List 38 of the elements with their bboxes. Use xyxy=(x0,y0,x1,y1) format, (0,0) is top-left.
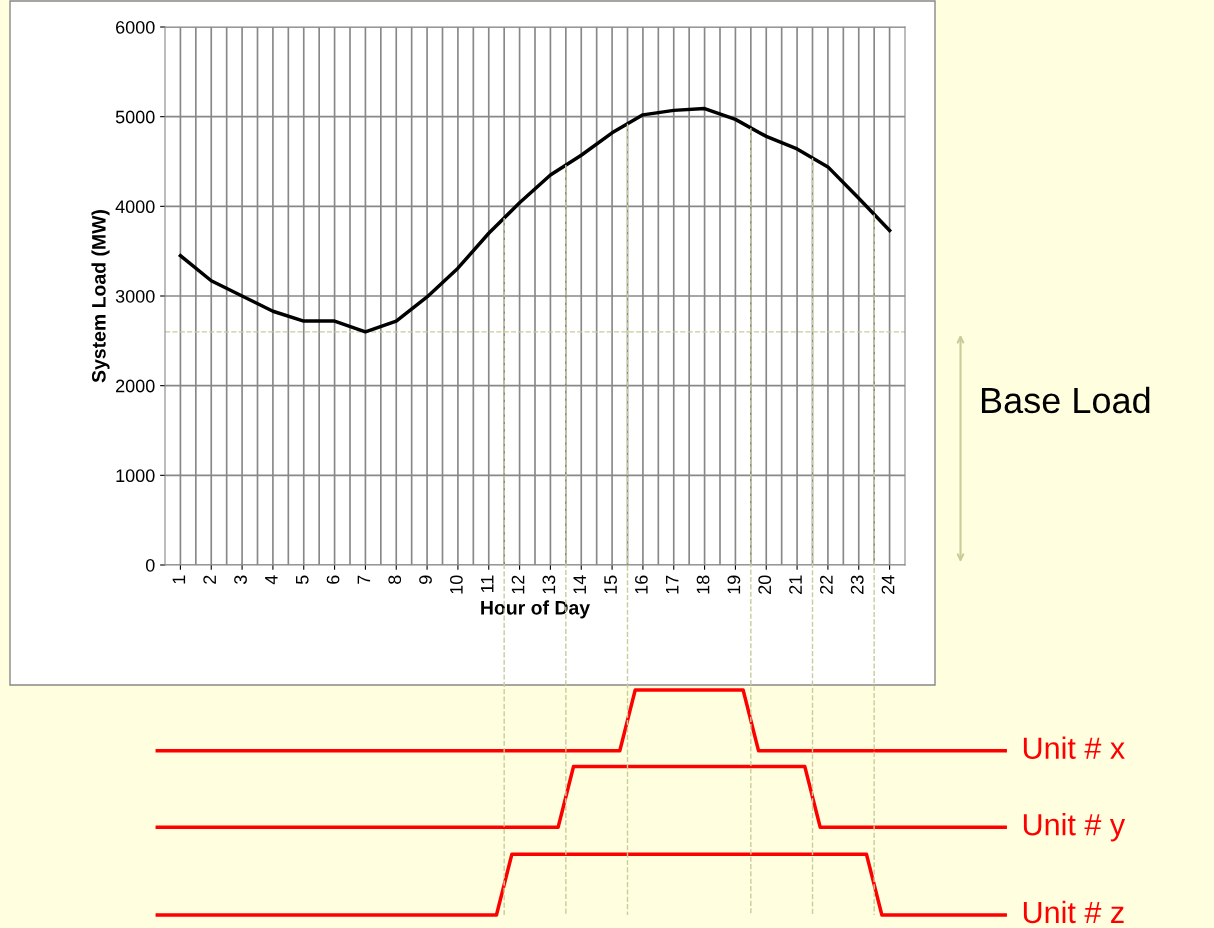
x-tick-label: 20 xyxy=(758,575,772,594)
x-tick-label: 2 xyxy=(203,575,216,584)
x-tick-label: 13 xyxy=(542,575,556,594)
x-tick-label: 24 xyxy=(881,575,895,594)
x-tick-label: 18 xyxy=(696,575,710,594)
x-tick-label: 17 xyxy=(666,575,679,594)
series-label: Unit # z xyxy=(1023,900,1124,924)
x-tick-label: 5 xyxy=(296,575,309,585)
x-axis-title: Hour of Day xyxy=(481,600,590,619)
x-tick-label: 6 xyxy=(326,575,340,584)
x-tick-label: 3 xyxy=(234,575,247,585)
x-tick-label: 16 xyxy=(634,575,648,594)
y-axis-title: System Load (MW) xyxy=(91,210,110,383)
x-tick-label: 15 xyxy=(604,575,617,594)
x-tick-label: 22 xyxy=(819,575,833,594)
line-series xyxy=(178,106,892,334)
y-tick-label: 0 xyxy=(145,558,155,572)
ref-line-label: Base Load xyxy=(981,386,1150,414)
x-tick-label: 23 xyxy=(850,575,864,594)
x-tick-label: 7 xyxy=(357,575,371,584)
y-tick-label: 2000 xyxy=(116,379,155,393)
x-tick-label: 4 xyxy=(265,575,278,585)
y-tick-label: 4000 xyxy=(115,200,155,214)
x-tick-label: 11 xyxy=(481,575,494,593)
x-tick-label: 9 xyxy=(419,575,432,584)
x-tick-label: 14 xyxy=(573,575,586,594)
x-tick-label: 21 xyxy=(789,575,802,594)
x-tick-label: 1 xyxy=(172,575,186,584)
x-tick-label: 8 xyxy=(388,575,402,584)
y-tick-label: 5000 xyxy=(115,110,155,124)
y-tick-label: 6000 xyxy=(116,20,155,34)
x-tick-label: 12 xyxy=(511,575,525,594)
series-label: Unit # x xyxy=(1023,736,1125,759)
y-tick-label: 3000 xyxy=(115,289,155,303)
series-label: Unit # y xyxy=(1023,813,1126,842)
x-tick-label: 10 xyxy=(449,575,463,594)
y-tick-label: 1000 xyxy=(116,469,155,483)
x-tick-label: 19 xyxy=(727,575,741,594)
